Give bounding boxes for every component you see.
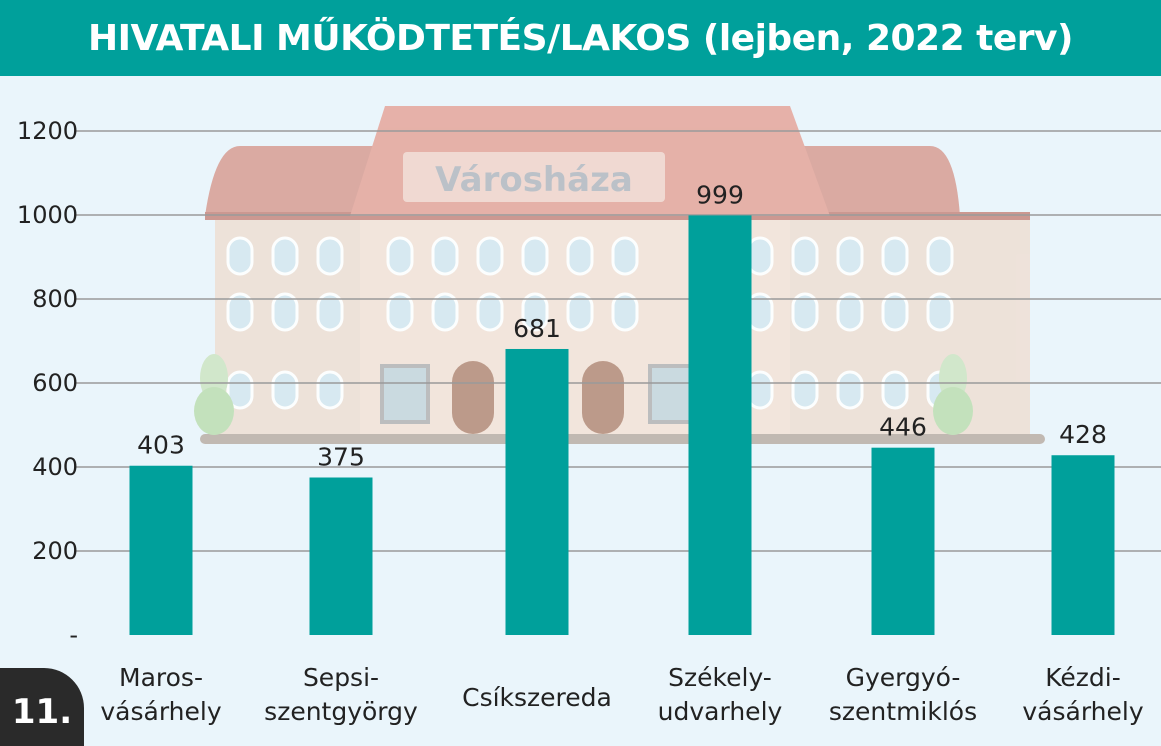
- y-tick-label: 800: [32, 285, 78, 313]
- y-tick-label: 1000: [17, 201, 78, 229]
- y-tick-label: 1200: [17, 117, 78, 145]
- bar: [688, 215, 752, 636]
- sign-text: Városháza: [435, 160, 633, 200]
- x-category-label: Csíkszereda: [462, 683, 612, 712]
- town-hall-illustration: Városháza: [194, 106, 1045, 444]
- gridlines: [75, 130, 1161, 552]
- bar: [1051, 455, 1115, 635]
- bar-value-label: 446: [879, 413, 927, 442]
- bar: [871, 447, 935, 635]
- door: [582, 361, 624, 434]
- y-tick-label: -: [69, 621, 78, 649]
- x-category-label: Gyergyó-szentmiklós: [829, 663, 977, 726]
- value-labels: 403 375 681 999 446 428: [137, 180, 1107, 471]
- bar: [309, 477, 373, 635]
- y-tick-label: 400: [32, 453, 78, 481]
- bar-value-label: 681: [513, 314, 561, 343]
- door: [452, 361, 494, 434]
- bar-value-label: 428: [1059, 420, 1107, 449]
- tree-right: [933, 354, 973, 435]
- sign-board: [403, 152, 665, 202]
- tree-left: [194, 354, 234, 435]
- figure-number-badge: 11.: [0, 668, 84, 746]
- x-category-label: Maros-vásárhely: [100, 663, 221, 726]
- bar-value-label: 999: [696, 180, 744, 209]
- y-axis-ticks: - 200 400 600 800 1000 1200: [17, 117, 78, 649]
- y-tick-label: 600: [32, 369, 78, 397]
- x-category-label: Székely-udvarhely: [658, 663, 783, 726]
- y-tick-label: 200: [32, 537, 78, 565]
- chart-title-bar: HIVATALI MŰKÖDTETÉS/LAKOS (lejben, 2022 …: [0, 0, 1161, 76]
- figure-number: 11.: [11, 692, 73, 732]
- bar: [129, 465, 193, 635]
- bar: [505, 348, 569, 635]
- bar-value-label: 403: [137, 431, 185, 460]
- category-labels: Maros-vásárhely Sepsi-szentgyörgy Csíkszer…: [100, 663, 1143, 726]
- chart-title: HIVATALI MŰKÖDTETÉS/LAKOS (lejben, 2022 …: [88, 17, 1073, 59]
- x-category-label: Sepsi-szentgyörgy: [264, 663, 418, 726]
- x-category-label: Kézdi-vásárhely: [1022, 663, 1143, 726]
- bar-value-label: 375: [317, 443, 365, 472]
- bar-chart: Városháza - 200 400 600 800 1000 1200 403 375 68…: [17, 106, 1161, 726]
- bars: [129, 215, 1115, 636]
